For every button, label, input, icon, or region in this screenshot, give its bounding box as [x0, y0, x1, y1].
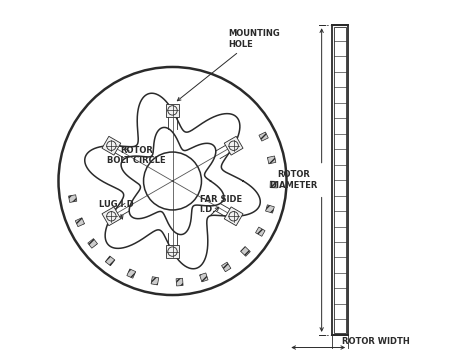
Polygon shape: [105, 256, 115, 266]
Polygon shape: [224, 136, 243, 155]
Polygon shape: [127, 269, 136, 278]
Polygon shape: [176, 278, 183, 286]
Polygon shape: [241, 247, 250, 256]
Polygon shape: [200, 273, 208, 282]
Polygon shape: [151, 277, 159, 285]
Polygon shape: [166, 245, 180, 258]
Polygon shape: [102, 136, 121, 155]
Polygon shape: [270, 181, 278, 188]
Polygon shape: [88, 239, 98, 248]
Polygon shape: [75, 218, 85, 227]
Polygon shape: [259, 132, 268, 141]
Polygon shape: [102, 207, 121, 226]
Polygon shape: [267, 156, 276, 164]
Polygon shape: [266, 205, 274, 213]
Polygon shape: [166, 104, 180, 117]
Text: ROTOR
DIAMETER: ROTOR DIAMETER: [270, 171, 318, 190]
Polygon shape: [68, 195, 77, 202]
Text: ROTOR
BOLT CIRCLE: ROTOR BOLT CIRCLE: [107, 146, 166, 165]
Text: FAR SIDE
I.D.: FAR SIDE I.D.: [200, 195, 242, 214]
Text: LUG I.D: LUG I.D: [99, 200, 134, 209]
Polygon shape: [221, 262, 231, 272]
Text: MOUNTING
HOLE: MOUNTING HOLE: [177, 29, 280, 101]
Text: ROTOR WIDTH: ROTOR WIDTH: [342, 337, 410, 346]
Polygon shape: [224, 207, 243, 226]
Polygon shape: [256, 227, 265, 236]
Bar: [332, 25, 348, 335]
Bar: [334, 27, 346, 333]
